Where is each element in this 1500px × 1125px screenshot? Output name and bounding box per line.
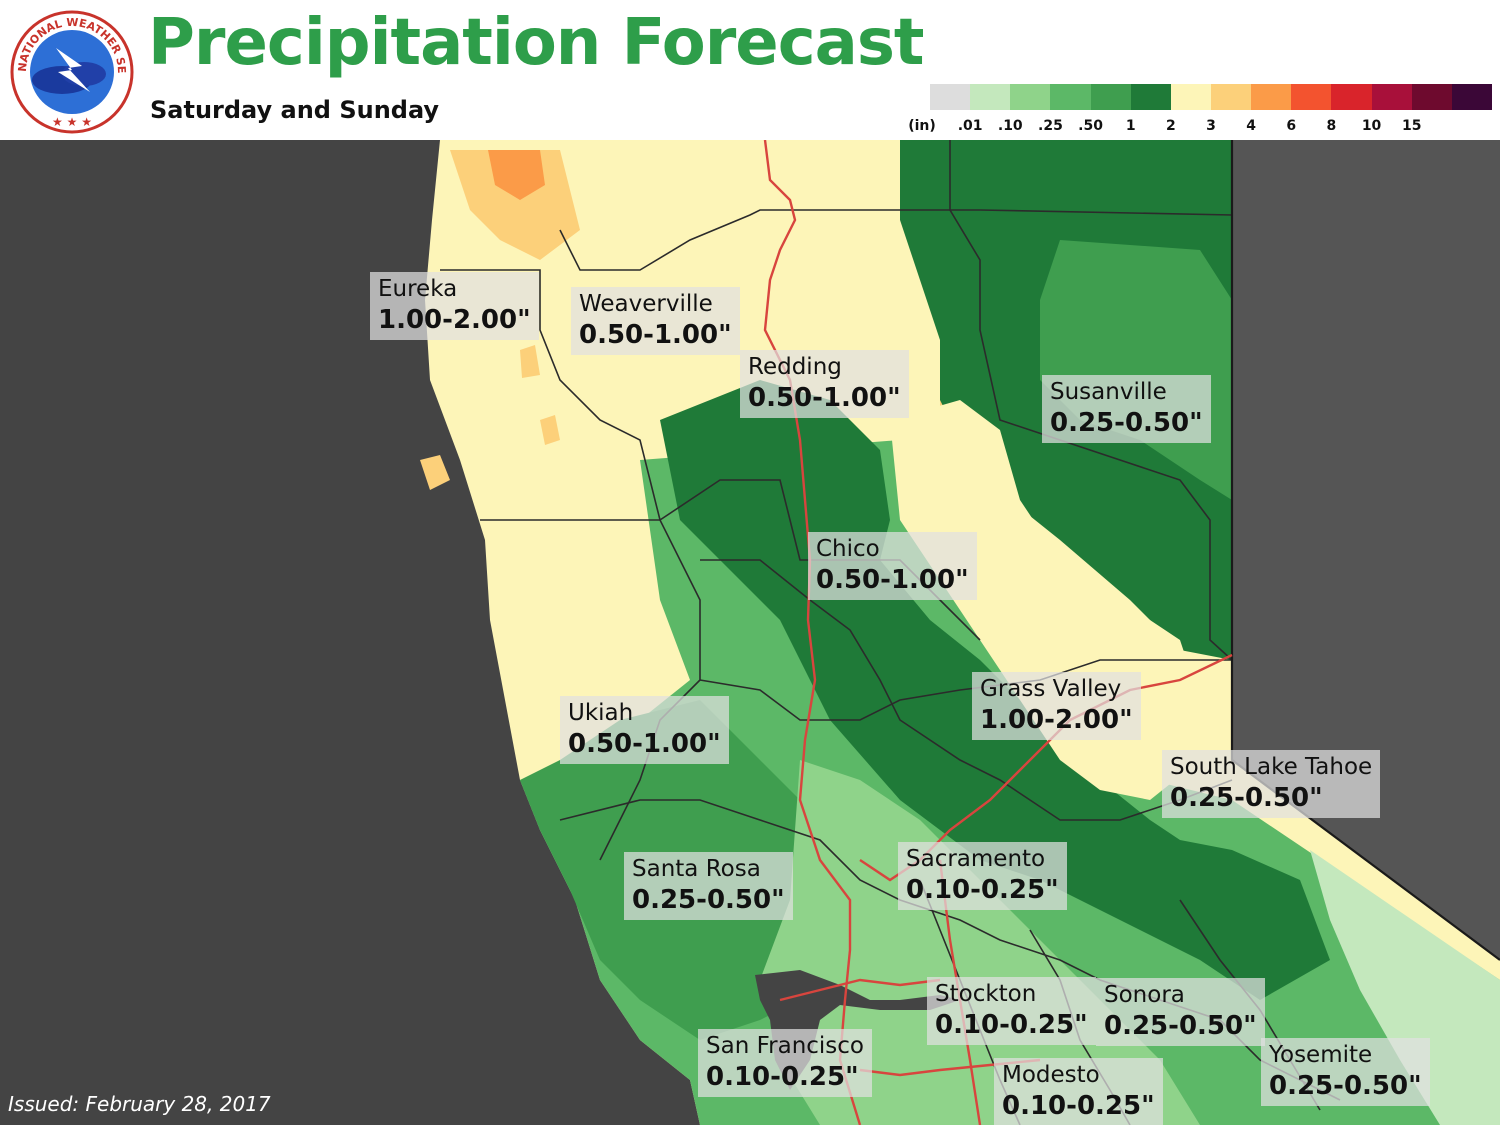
location-amount: 0.25-0.50" [1269,1071,1422,1101]
legend-swatch [1010,84,1051,110]
legend-swatch [1050,84,1091,110]
precipitation-map: Eureka 1.00-2.00" Weaverville 0.50-1.00"… [0,140,1500,1125]
location-city: Modesto [1002,1062,1100,1088]
legend: (in) .01 .10 .25 .50 1 2 3 4 6 8 10 15 [908,84,1492,136]
location-label-chico: Chico 0.50-1.00" [808,532,977,600]
legend-tick-label: 4 [1246,118,1257,134]
location-city: Susanville [1050,379,1167,405]
location-label-yosemite: Yosemite 0.25-0.50" [1261,1038,1430,1106]
legend-swatch [1371,84,1412,110]
location-city: Santa Rosa [632,856,761,882]
location-city: Weaverville [579,291,713,317]
location-amount: 0.50-1.00" [816,565,969,595]
precip-zone-0.10in [1310,850,1500,1125]
location-label-sonora: Sonora 0.25-0.50" [1096,978,1265,1046]
location-city: Redding [748,354,842,380]
location-label-weaverville: Weaverville 0.50-1.00" [571,287,740,355]
location-city: South Lake Tahoe [1170,754,1373,780]
legend-tick-label: 6 [1286,118,1297,134]
legend-swatch [1331,84,1372,110]
legend-swatch [1411,84,1452,110]
legend-unit-label: (in) [908,118,936,134]
location-city: Chico [816,536,880,562]
location-amount: 0.10-0.25" [935,1010,1088,1040]
county-line [700,559,1233,821]
location-amount: 0.50-1.00" [568,729,721,759]
legend-swatch [970,84,1011,110]
location-amount: 0.25-0.50" [1170,783,1323,813]
location-city: Sonora [1104,982,1185,1008]
location-amount: 0.50-1.00" [579,320,732,350]
legend-swatch [1451,84,1492,110]
county-line [699,659,1232,721]
location-amount: 0.25-0.50" [632,885,785,915]
location-city: Eureka [378,276,458,302]
legend-swatch [1210,84,1252,110]
precip-zone-3in [420,150,1010,595]
location-city: Stockton [935,981,1037,1007]
location-label-susanville: Susanville 0.25-0.50" [1042,375,1211,443]
location-label-sacramento: Sacramento 0.10-0.25" [898,842,1067,910]
location-amount: 1.00-2.00" [378,305,531,335]
svg-text:★ ★ ★: ★ ★ ★ [52,115,92,129]
page-title: Precipitation Forecast [148,6,924,80]
location-city: Yosemite [1269,1042,1373,1068]
header: NATIONAL WEATHER SERVICE ★ ★ ★ Precipita… [0,0,1500,140]
location-label-san-francisco: San Francisco 0.10-0.25" [698,1029,873,1097]
legend-swatch [1170,84,1211,110]
legend-tick-label: 10 [1361,118,1382,134]
legend-swatch [1130,84,1171,110]
nws-logo-icon: NATIONAL WEATHER SERVICE ★ ★ ★ [8,8,134,134]
county-line [559,209,1233,271]
legend-tick-label: 8 [1326,118,1337,134]
legend-swatch [1090,84,1131,110]
location-label-redding: Redding 0.50-1.00" [740,350,909,418]
legend-tick-label: 1 [1125,118,1136,134]
legend-color-bar [930,84,1492,110]
map-canvas [0,140,1500,1125]
legend-ticks: (in) .01 .10 .25 .50 1 2 3 4 6 8 10 15 [908,118,1492,136]
location-amount: 1.00-2.00" [980,705,1133,735]
legend-tick-label: .01 [957,118,983,134]
legend-tick-label: 15 [1401,118,1422,134]
location-amount: 0.10-0.25" [906,875,1059,905]
location-city: Ukiah [568,700,634,726]
location-amount: 0.25-0.50" [1104,1011,1257,1041]
location-city: San Francisco [706,1033,865,1059]
page-subtitle: Saturday and Sunday [150,96,440,124]
location-amount: 0.10-0.25" [706,1062,859,1092]
county-line [440,269,701,861]
legend-swatch [930,84,971,110]
legend-tick-label: .10 [997,118,1023,134]
location-label-modesto: Modesto 0.10-0.25" [994,1058,1163,1125]
location-label-grass-valley: Grass Valley 1.00-2.00" [972,672,1141,740]
location-city: Sacramento [906,846,1046,872]
location-amount: 0.50-1.00" [748,383,901,413]
location-amount: 0.10-0.25" [1002,1091,1155,1121]
highway-bay [779,978,941,1002]
location-city: Grass Valley [980,676,1122,702]
legend-tick-label: .50 [1078,118,1103,134]
location-label-ukiah: Ukiah 0.50-1.00" [560,696,729,764]
precip-zone-4in [488,150,545,200]
location-label-santa-rosa: Santa Rosa 0.25-0.50" [624,852,793,920]
legend-tick-label: .25 [1038,118,1063,134]
location-amount: 0.25-0.50" [1050,408,1203,438]
legend-tick-label: 2 [1165,118,1176,134]
legend-swatch [1251,84,1292,110]
location-label-south-lake-tahoe: South Lake Tahoe 0.25-0.50" [1162,750,1381,818]
issued-date: Issued: February 28, 2017 [8,1092,271,1116]
location-label-eureka: Eureka 1.00-2.00" [370,272,539,340]
legend-swatch [1291,84,1332,110]
location-label-stockton: Stockton 0.10-0.25" [927,977,1096,1045]
legend-tick-label: 3 [1206,118,1216,134]
